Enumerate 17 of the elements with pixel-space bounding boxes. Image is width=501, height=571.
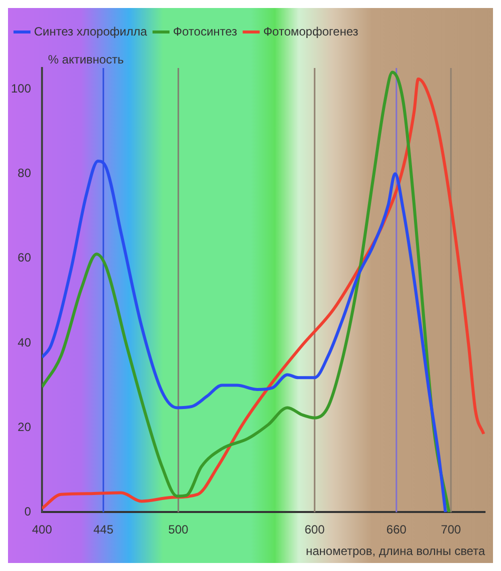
y-tick-label: 20	[18, 420, 32, 434]
line-series	[42, 160, 447, 512]
y-tick-label: 100	[10, 81, 32, 96]
y-tick-label: 60	[18, 250, 32, 265]
y-tick-label: 40	[18, 335, 32, 350]
y-tick-label: 0	[24, 504, 32, 519]
x-tick-label: 660	[386, 522, 407, 537]
x-tick-label: 445	[93, 522, 114, 537]
legend-label: Синтез хлорофилла	[34, 24, 148, 38]
x-tick-label: 700	[440, 522, 462, 537]
x-tick-label: 400	[32, 522, 52, 537]
y-tick-label: 80	[18, 166, 32, 180]
x-axis-title: нанометров, длина волны света	[306, 544, 486, 558]
y-axis-title: % активность	[48, 52, 124, 66]
x-tick-label: 600	[304, 522, 325, 537]
legend-label: Фотосинтез	[173, 24, 238, 38]
x-tick-label: 500	[168, 522, 189, 537]
